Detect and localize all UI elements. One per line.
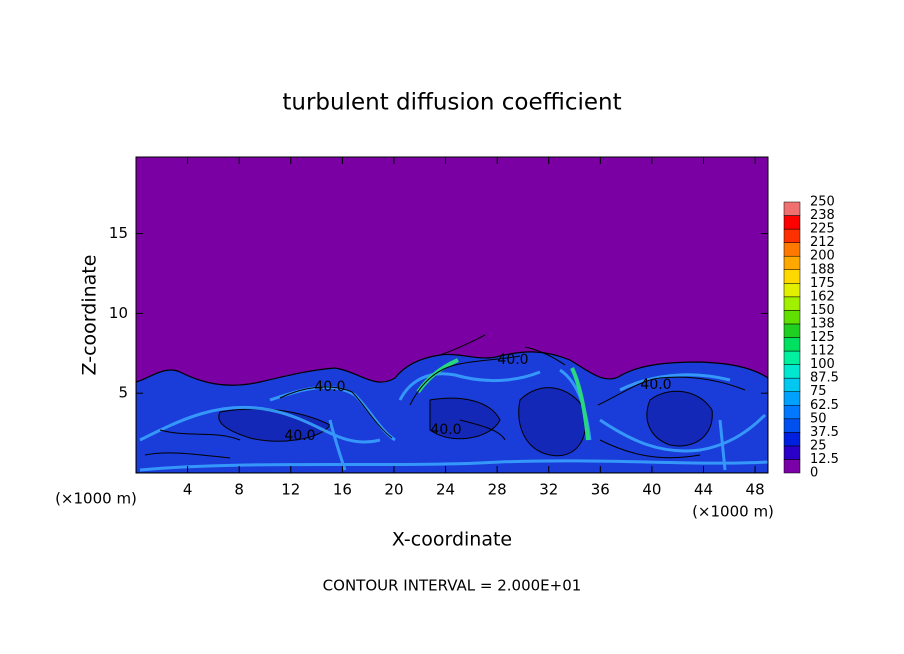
- colorbar-swatch: [783, 228, 801, 243]
- colorbar-label: 25: [810, 438, 827, 453]
- colorbar-swatch: [783, 255, 801, 271]
- colorbar-label: 87.5: [810, 371, 839, 386]
- colorbar-label: 225: [810, 222, 835, 237]
- y-tick-label: 5: [118, 384, 128, 402]
- colorbar-label: 0: [810, 466, 818, 481]
- colorbar-swatch: [783, 459, 801, 474]
- colorbar-label: 138: [810, 316, 835, 331]
- field: [136, 334, 768, 473]
- colorbar-swatch: [783, 296, 801, 311]
- contour-lines: [144, 334, 746, 459]
- colorbar-label: 188: [810, 262, 835, 277]
- colorbar-swatch: [783, 201, 801, 216]
- colorbar-swatch: [783, 242, 801, 257]
- colorbar-swatch: [783, 391, 801, 406]
- colorbar-label: 62.5: [810, 398, 839, 413]
- colorbar-swatch: [783, 377, 801, 392]
- colorbar-swatch: [783, 364, 801, 379]
- chart-title: turbulent diffusion coefficient: [282, 90, 621, 116]
- x-unit-label: (×1000 m): [55, 490, 137, 508]
- x-tick-label: 16: [333, 481, 352, 499]
- colorbar-label: 150: [810, 303, 835, 318]
- x-axis-label: X-coordinate: [392, 529, 512, 551]
- y-axis-label: Z-coordinate: [79, 255, 101, 376]
- x-unit-label: (×1000 m): [692, 503, 774, 521]
- y-tick-label: 15: [109, 224, 128, 242]
- colorbar-swatch: [783, 323, 801, 338]
- colorbar-swatch: [783, 310, 801, 325]
- x-tick-label: 48: [746, 481, 765, 499]
- colorbar-label: 12.5: [810, 452, 839, 467]
- x-tick-label: 20: [384, 481, 403, 499]
- x-tick-label: 24: [436, 481, 455, 499]
- colorbar-swatch: [783, 269, 801, 284]
- x-tick-label: 4: [183, 481, 193, 499]
- x-tick-label: 12: [281, 481, 300, 499]
- colorbar-swatch: [783, 215, 801, 230]
- contour-label: 40.0: [497, 352, 528, 368]
- x-tick-label: 28: [488, 481, 507, 499]
- colorbar-label: 200: [810, 249, 835, 264]
- contour-label: 40.0: [640, 377, 671, 393]
- x-tick-label: 40: [642, 481, 661, 499]
- x-tick-label: 32: [539, 481, 558, 499]
- x-tick-label: 44: [694, 481, 713, 499]
- colorbar-label: 250: [810, 195, 835, 210]
- colorbar-label: 162: [810, 289, 835, 304]
- colorbar-label: 238: [810, 208, 835, 223]
- contour-label: 40.0: [284, 428, 315, 444]
- colorbar-label: 175: [810, 276, 835, 291]
- colorbar-swatch: [783, 283, 801, 298]
- plot-frame: [135, 156, 769, 474]
- x-tick-label: 36: [591, 481, 610, 499]
- contour-label: 40.0: [430, 422, 461, 438]
- colorbar-swatch: [783, 418, 801, 433]
- contour-label: 40.0: [314, 379, 345, 395]
- colorbar-swatch: [783, 405, 801, 420]
- colorbar-label: 112: [810, 344, 835, 359]
- colorbar-label: 37.5: [810, 425, 839, 440]
- colorbar-swatch: [783, 432, 801, 447]
- colorbar-label: 50: [810, 411, 827, 426]
- footer-note: CONTOUR INTERVAL = 2.000E+01: [323, 577, 582, 595]
- colorbar-swatch: [783, 445, 801, 460]
- colorbar-label: 100: [810, 357, 835, 372]
- y-tick-label: 10: [109, 304, 128, 322]
- colorbar-label: 75: [810, 384, 827, 399]
- colorbar-label: 125: [810, 330, 835, 345]
- colorbar-swatch: [783, 350, 801, 365]
- colorbar-swatch: [783, 337, 801, 352]
- colorbar-label: 212: [810, 235, 835, 250]
- x-tick-label: 8: [234, 481, 244, 499]
